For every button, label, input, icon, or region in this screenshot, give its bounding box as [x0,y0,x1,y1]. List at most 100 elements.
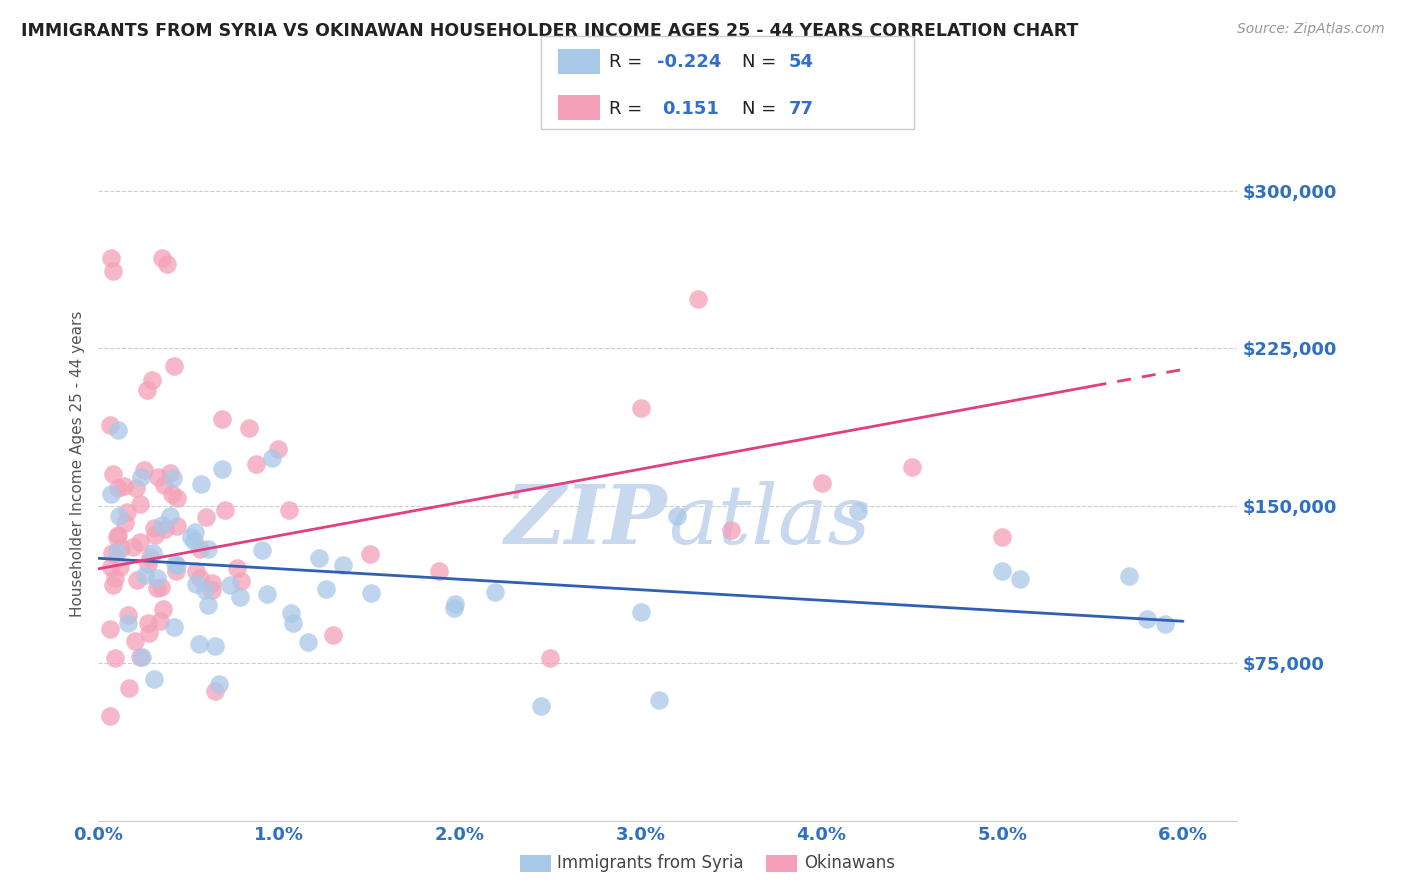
Point [186,577,208,591]
Text: atlas: atlas [668,481,870,561]
Text: Immigrants from Syria: Immigrants from Syria [557,855,744,872]
Point [118,681,141,696]
Point [107,481,129,495]
Point [153,477,176,491]
Point [129,470,152,484]
Point [159,466,181,480]
Point [197,598,219,612]
Point [183,524,205,539]
Point [110,541,132,555]
Point [149,615,172,629]
Point [136,557,159,571]
Point [138,549,160,564]
Point [150,518,173,533]
Point [267,442,290,457]
Point [1118,569,1140,583]
Point [160,487,183,501]
Point [686,292,709,306]
Point [163,620,186,634]
Point [443,601,465,615]
Point [190,542,212,557]
Point [208,676,231,690]
Point [124,633,146,648]
Point [105,545,128,559]
Point [538,650,561,665]
Point [159,508,181,523]
Text: 0.151: 0.151 [662,100,718,118]
Point [166,558,188,572]
Point [138,615,160,630]
Text: ZIP: ZIP [505,481,668,561]
Point [129,497,152,511]
Text: R =: R = [609,53,648,70]
Point [315,582,337,597]
Point [145,571,167,585]
Point [117,608,139,623]
Point [846,503,869,517]
Point [98,417,121,432]
Point [630,605,652,619]
Point [101,264,124,278]
Point [211,462,233,476]
Point [115,505,138,519]
Point [146,470,169,484]
Point [131,650,153,665]
Point [141,374,163,388]
Point [143,521,166,535]
Point [283,615,305,630]
Point [163,557,186,571]
Point [332,558,354,572]
Point [229,574,252,588]
Point [187,637,209,651]
Point [166,491,188,506]
Text: Source: ZipAtlas.com: Source: ZipAtlas.com [1237,22,1385,37]
Point [125,573,148,587]
Text: 54: 54 [789,53,814,70]
Point [991,530,1014,544]
Point [184,564,207,578]
Point [143,672,166,686]
Point [163,359,186,373]
Point [225,561,247,575]
Point [101,546,124,560]
Point [219,578,242,592]
Y-axis label: Householder Income Ages 25 - 44 years: Householder Income Ages 25 - 44 years [69,310,84,617]
Point [114,516,136,531]
Point [190,476,212,491]
Point [110,560,132,574]
Point [195,509,218,524]
Point [125,481,148,495]
Point [360,586,382,600]
Point [429,565,451,579]
Point [901,459,924,474]
Point [156,257,179,271]
Point [201,583,224,598]
Point [100,251,122,265]
Point [134,568,156,582]
Point [104,571,127,585]
Point [1136,612,1159,626]
Point [108,509,131,524]
Point [484,585,506,599]
Point [204,683,226,698]
Point [145,581,167,595]
Point [665,508,688,523]
Point [359,547,381,561]
Point [1010,572,1032,586]
Point [105,530,128,544]
Point [107,423,129,437]
Point [648,692,671,706]
Point [165,564,187,578]
Point [188,570,211,584]
Point [1154,617,1177,632]
Text: N =: N = [742,53,782,70]
Point [245,457,267,471]
Point [104,651,127,665]
Point [135,383,157,397]
Point [142,546,165,560]
Point [166,518,188,533]
Point [204,639,226,653]
Point [810,475,832,490]
Point [322,628,344,642]
Point [100,559,122,574]
